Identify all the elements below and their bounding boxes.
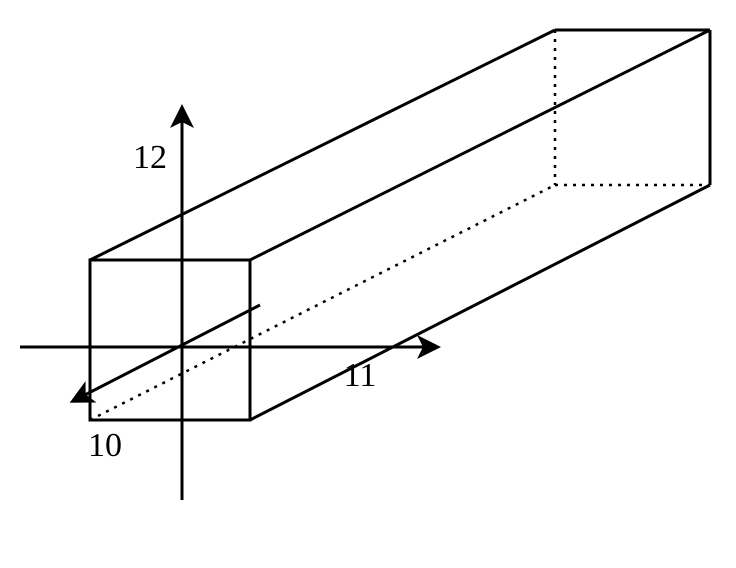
diagram-canvas: 10 11 12 — [0, 0, 736, 568]
prism-bottom-left-depth-edge — [90, 185, 555, 420]
prism-front-face — [90, 260, 250, 420]
axis-depth — [75, 305, 260, 400]
label-axis-11: 11 — [344, 357, 377, 394]
prism-bottom-right-depth-edge — [250, 185, 710, 420]
label-axis-12: 12 — [133, 139, 167, 176]
label-axis-10: 10 — [88, 427, 122, 464]
labels-group: 10 11 12 — [88, 139, 376, 464]
axes-group — [20, 110, 435, 500]
prism-top-right-depth-edge — [250, 30, 710, 260]
